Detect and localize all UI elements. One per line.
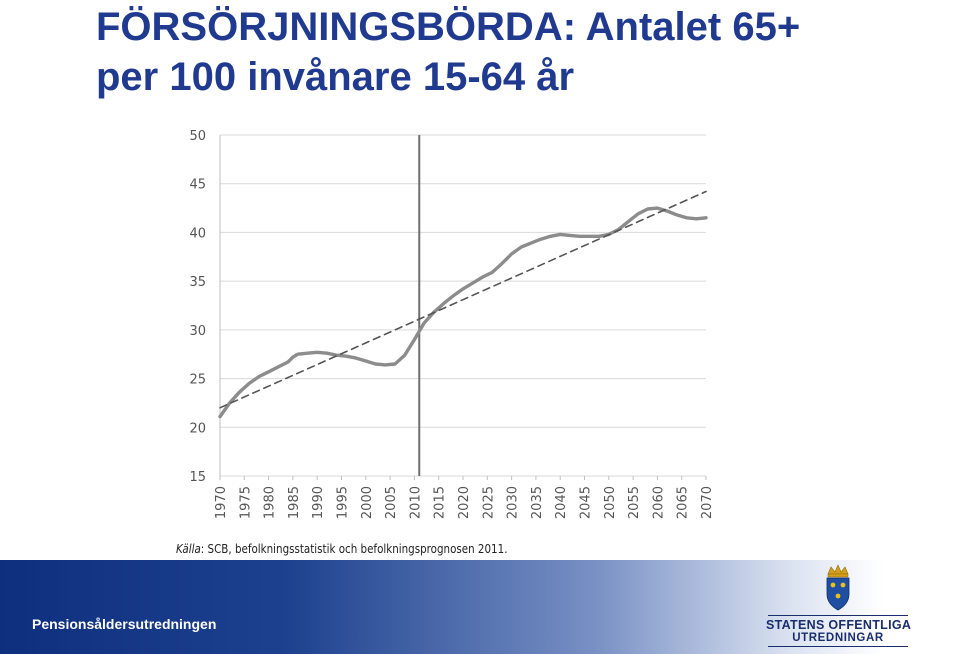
- x-tick-label-2005: 2005: [384, 486, 399, 519]
- crown-shield-icon: [826, 564, 850, 611]
- x-tick-label-2010: 2010: [408, 486, 423, 519]
- title-line-1: FÖRSÖRJNINGSBÖRDA: Antalet 65+: [96, 5, 801, 49]
- x-tick-label-2050: 2050: [603, 486, 618, 519]
- x-tick-label-1970: 1970: [214, 486, 229, 519]
- trend-line-dashed: [219, 190, 707, 409]
- x-tick-label-2025: 2025: [481, 486, 496, 519]
- x-tick-label-2040: 2040: [554, 486, 569, 519]
- x-tick-label-2065: 2065: [676, 486, 691, 519]
- x-tick-label-1980: 1980: [263, 486, 278, 519]
- logo-text-line-2: UTREDNINGAR: [792, 632, 884, 644]
- title-line-2: per 100 invånare 15-64 år: [96, 55, 575, 99]
- y-tick-label-15: 15: [189, 470, 206, 485]
- x-tick-label-2035: 2035: [530, 486, 545, 519]
- y-tick-label-45: 45: [189, 178, 206, 193]
- y-tick-label-25: 25: [189, 373, 206, 388]
- x-axis-ticks: 1970 1975 1980 1985 1990 1995 2000 2005 2010 2015…: [214, 476, 715, 519]
- logo-divider-bottom: [768, 646, 908, 647]
- x-tick-label-2060: 2060: [651, 486, 666, 519]
- slide-title: FÖRSÖRJNINGSBÖRDA: Antalet 65+ per 100 i…: [96, 2, 800, 102]
- x-tick-label-1990: 1990: [311, 486, 326, 519]
- logo-text-line-1: STATENS OFFENTLIGA: [766, 618, 912, 632]
- footer-organization-name: Pensionsåldersutredningen: [32, 616, 217, 632]
- source-label: Källa: [176, 542, 201, 556]
- x-tick-label-1975: 1975: [238, 486, 253, 519]
- x-tick-label-1995: 1995: [336, 486, 351, 519]
- data-line-solid: [218, 206, 708, 419]
- y-tick-label-20: 20: [189, 421, 206, 436]
- x-tick-label-2055: 2055: [627, 486, 642, 519]
- x-tick-label-2070: 2070: [700, 486, 715, 519]
- footer-bar: Pensionsåldersutredningen STATENS OFFENT…: [0, 560, 960, 654]
- source-note: Källa: SCB, befolkningsstatistik och bef…: [176, 542, 507, 556]
- y-tick-label-30: 30: [189, 324, 206, 339]
- chart-series: [218, 190, 708, 419]
- sou-logo: STATENS OFFENTLIGA UTREDNINGAR: [766, 564, 912, 650]
- grid-lines: [219, 134, 706, 477]
- x-tick-label-1985: 1985: [287, 486, 302, 519]
- x-tick-label-2015: 2015: [433, 486, 448, 519]
- x-tick-label-2000: 2000: [360, 486, 375, 519]
- x-tick-label-2030: 2030: [506, 486, 521, 519]
- x-tick-label-2045: 2045: [579, 486, 594, 519]
- y-tick-label-40: 40: [189, 226, 206, 241]
- y-tick-label-35: 35: [189, 275, 206, 290]
- x-tick-label-2020: 2020: [457, 486, 472, 519]
- y-tick-label-50: 50: [189, 129, 206, 144]
- source-text: : SCB, befolkningsstatistik och befolkni…: [200, 542, 508, 556]
- logo-divider: [768, 615, 908, 616]
- y-axis-ticks: 15 20 25 30 35 40 45 50: [189, 129, 206, 485]
- chart-background: [160, 118, 720, 538]
